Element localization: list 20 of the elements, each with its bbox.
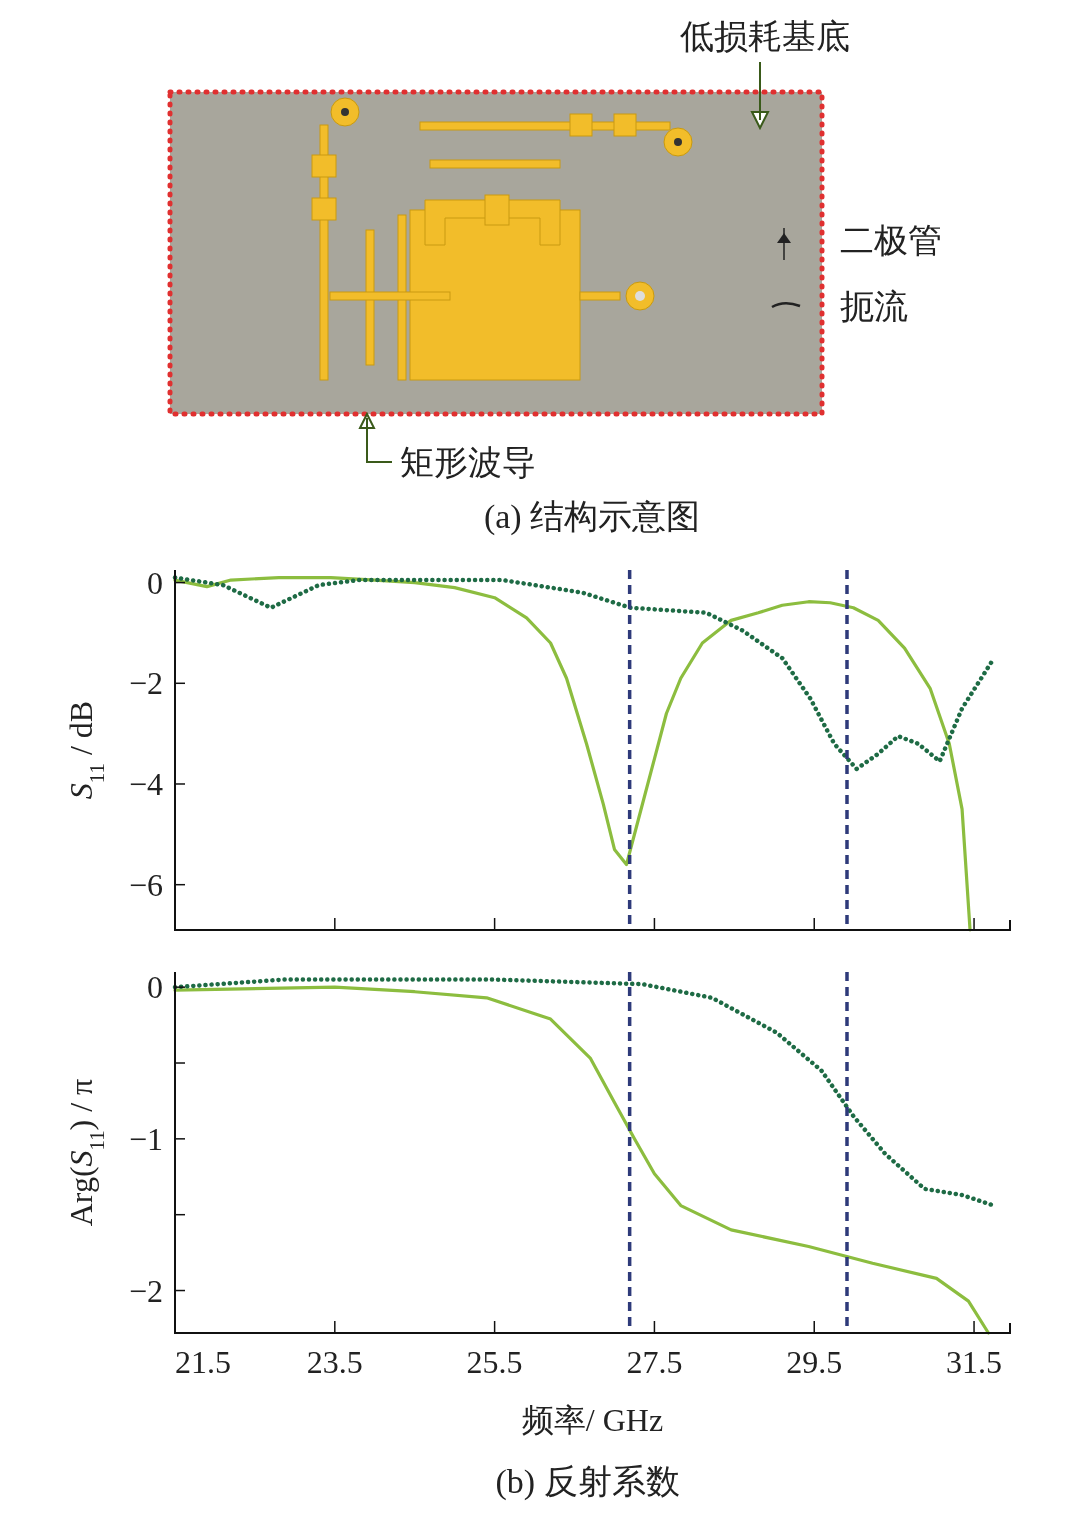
- y-tick-label: 0: [147, 969, 163, 1006]
- text: 矩形波导: [400, 444, 536, 481]
- y-tick-label: −2: [128, 665, 163, 702]
- y-tick-label: 0: [147, 564, 163, 601]
- x-tick-label: 25.5: [466, 1344, 523, 1380]
- text: 低损耗基底: [680, 18, 850, 55]
- y-tick-label: −4: [128, 765, 163, 802]
- x-tick-label: 31.5: [946, 1344, 1003, 1380]
- text: 二极管: [840, 222, 942, 259]
- y-tick-label: −1: [128, 1120, 163, 1157]
- text: (b) 反射系数: [495, 1463, 680, 1501]
- y-tick-label: −2: [128, 1272, 163, 1309]
- text: 扼流: [840, 288, 908, 325]
- x-tick-label: 23.5: [306, 1344, 363, 1380]
- x-tick-label: 29.5: [786, 1344, 843, 1380]
- x-axis-title: 频率/ GHz: [521, 1402, 664, 1438]
- text: (a) 结构示意图: [483, 498, 701, 536]
- x-tick-label: 21.5: [175, 1344, 231, 1380]
- x-tick-label: 27.5: [626, 1344, 683, 1380]
- y-tick-label: −6: [128, 866, 163, 903]
